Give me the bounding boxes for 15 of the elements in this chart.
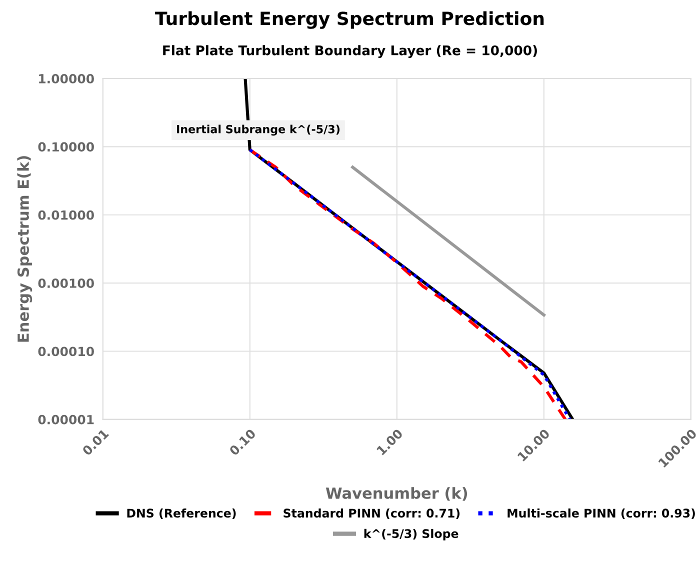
y-tick-label: 0.00100 [38, 278, 94, 288]
chart-title: Turbulent Energy Spectrum Prediction [155, 11, 544, 29]
legend-label: Multi-scale PINN (corr: 0.93) [508, 508, 695, 520]
x-axis-title: Wavenumber (k) [326, 487, 468, 501]
legend-label: k^(-5/3) Slope [364, 528, 458, 540]
y-tick-label: 0.00001 [38, 414, 94, 424]
legend-label: DNS (Reference) [127, 508, 236, 520]
chart-subtitle: Flat Plate Turbulent Boundary Layer (Re = 10,000) [163, 45, 537, 58]
y-tick-label: 1.00000 [39, 74, 94, 84]
annotation: Inertial Subrange k^(-5/3) [177, 124, 340, 136]
y-axis-title: Energy Spectrum E(k) [17, 156, 32, 342]
y-tick-label: 0.00010 [38, 346, 94, 356]
y-tick-label: 0.01000 [38, 210, 94, 220]
legend-label: Standard PINN (corr: 0.71) [284, 508, 460, 520]
y-tick-label: 0.10000 [38, 142, 94, 152]
